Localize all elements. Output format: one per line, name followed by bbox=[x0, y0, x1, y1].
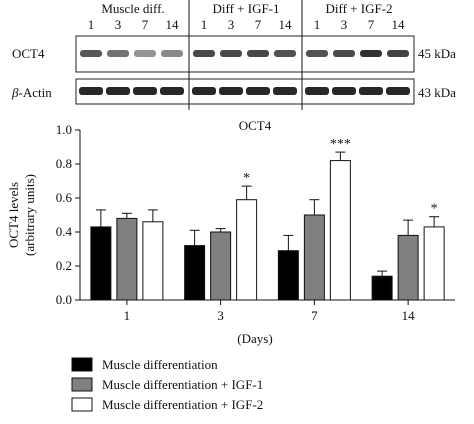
actin-band bbox=[305, 87, 329, 95]
y-tick-label: 0.0 bbox=[56, 292, 72, 307]
actin-bands bbox=[79, 87, 410, 95]
bars bbox=[90, 151, 445, 301]
oct4-band bbox=[80, 50, 102, 57]
legend-swatch bbox=[71, 357, 93, 372]
blot-lane-day: 3 bbox=[115, 17, 122, 32]
legend-label: Muscle differentiation + IGF-2 bbox=[102, 397, 263, 412]
oct4-band bbox=[220, 50, 242, 57]
oct4-band bbox=[107, 50, 129, 57]
actin-band bbox=[246, 87, 270, 95]
oct4-band bbox=[333, 50, 355, 57]
actin-band bbox=[273, 87, 297, 95]
bar bbox=[423, 226, 445, 301]
blot-lane-day: 3 bbox=[341, 17, 348, 32]
actin-band bbox=[359, 87, 383, 95]
bar bbox=[184, 245, 206, 301]
blot-size-actin: 43 kDa bbox=[418, 85, 456, 100]
bar bbox=[277, 250, 299, 301]
oct4-band bbox=[247, 50, 269, 57]
blot-lane-day: 7 bbox=[255, 17, 262, 32]
actin-band bbox=[133, 87, 157, 95]
x-axis-title: (Days) bbox=[237, 331, 272, 346]
x-tick-label: 1 bbox=[124, 308, 131, 323]
oct4-blot-strip bbox=[75, 35, 415, 73]
blot-lane-days: 1 3 7 14 1 3 7 14 1 3 7 14 bbox=[88, 17, 405, 32]
oct4-band bbox=[360, 50, 382, 57]
legend-swatch bbox=[71, 397, 93, 412]
bar bbox=[371, 275, 393, 301]
blot-group-header-1: Muscle diff. bbox=[101, 1, 164, 16]
bar bbox=[142, 221, 164, 301]
blot-lane-day: 7 bbox=[142, 17, 149, 32]
actin-blot-strip bbox=[75, 78, 415, 105]
blot-lane-day: 14 bbox=[392, 17, 406, 32]
y-tick-label: 1.0 bbox=[56, 122, 72, 137]
bar bbox=[116, 217, 138, 301]
y-axis-title-line1: OCT4 levels bbox=[6, 182, 21, 248]
western-blot: Muscle diff. Diff + IGF-1 Diff + IGF-2 1 3 7… bbox=[11, 0, 456, 110]
blot-lane-day: 14 bbox=[166, 17, 180, 32]
y-axis-title: OCT4 levels (arbitrary units) bbox=[6, 174, 37, 256]
bar bbox=[90, 226, 112, 301]
bar bbox=[236, 199, 258, 301]
x-tick-label: 14 bbox=[402, 308, 416, 323]
y-axis-ticks: 0.0 0.2 0.4 0.6 0.8 1.0 bbox=[56, 122, 80, 307]
blot-lane-day: 1 bbox=[314, 17, 321, 32]
actin-band bbox=[192, 87, 216, 95]
actin-band bbox=[106, 87, 130, 95]
blot-label-actin: β-Actin bbox=[11, 85, 52, 100]
blot-group-header-3: Diff + IGF-2 bbox=[325, 1, 392, 16]
significance-marker: *** bbox=[330, 137, 351, 152]
x-tick-label: 3 bbox=[217, 308, 224, 323]
oct4-band bbox=[193, 50, 215, 57]
bar-chart: OCT4 OCT4 levels (arbitrary units) 0.00.… bbox=[6, 118, 455, 346]
y-tick-label: 0.4 bbox=[56, 224, 73, 239]
oct4-bands bbox=[80, 50, 409, 57]
y-tick-label: 0.2 bbox=[56, 258, 72, 273]
actin-band bbox=[386, 87, 410, 95]
significance-marker: * bbox=[431, 202, 438, 217]
blot-group-header-2: Diff + IGF-1 bbox=[212, 1, 279, 16]
actin-band bbox=[160, 87, 184, 95]
blot-lane-day: 3 bbox=[228, 17, 235, 32]
significance-annotations: ***** bbox=[243, 137, 438, 217]
actin-band bbox=[219, 87, 243, 95]
legend-label: Muscle differentiation bbox=[102, 357, 218, 372]
oct4-band bbox=[274, 50, 296, 57]
blot-size-oct4: 45 kDa bbox=[418, 46, 456, 61]
oct4-band bbox=[134, 50, 156, 57]
significance-marker: * bbox=[243, 171, 250, 186]
actin-band bbox=[79, 87, 103, 95]
blot-lane-day: 1 bbox=[88, 17, 95, 32]
bar bbox=[397, 234, 419, 301]
legend: Muscle differentiation Muscle differentia… bbox=[71, 357, 263, 412]
blot-group-headers: Muscle diff. Diff + IGF-1 Diff + IGF-2 bbox=[101, 1, 392, 16]
y-tick-label: 0.8 bbox=[56, 156, 72, 171]
bar bbox=[303, 214, 325, 301]
oct4-band bbox=[161, 50, 183, 57]
y-tick-label: 0.6 bbox=[56, 190, 73, 205]
actin-band bbox=[332, 87, 356, 95]
blot-lane-day: 1 bbox=[201, 17, 208, 32]
oct4-band bbox=[306, 50, 328, 57]
actin-rest: -Actin bbox=[18, 85, 52, 100]
blot-lane-day: 7 bbox=[368, 17, 375, 32]
legend-swatch bbox=[71, 377, 93, 392]
x-tick-label: 7 bbox=[311, 308, 318, 323]
oct4-band bbox=[387, 50, 409, 57]
blot-label-oct4: OCT4 bbox=[12, 46, 45, 61]
legend-label: Muscle differentiation + IGF-1 bbox=[102, 377, 263, 392]
y-axis-title-line2: (arbitrary units) bbox=[22, 174, 37, 256]
actin-greek: β bbox=[11, 85, 19, 100]
x-axis-ticks: 1 3 7 14 bbox=[124, 300, 416, 323]
bar bbox=[210, 231, 232, 301]
blot-lane-day: 14 bbox=[279, 17, 293, 32]
bar bbox=[329, 160, 351, 301]
chart-title: OCT4 bbox=[239, 118, 272, 133]
